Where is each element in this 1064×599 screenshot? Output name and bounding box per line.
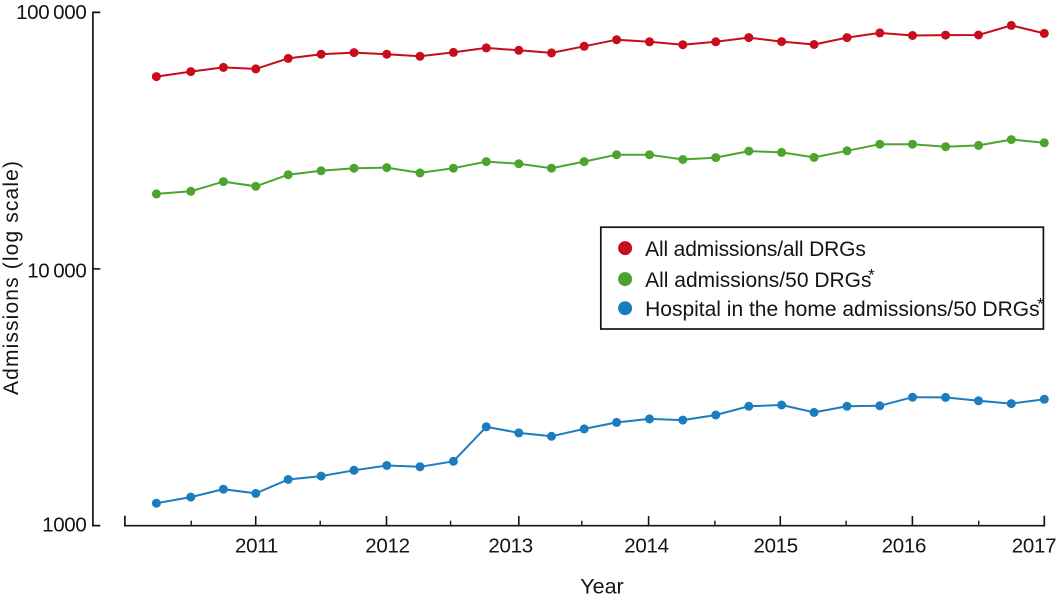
- svg-text:1000: 1000: [42, 514, 86, 537]
- svg-text:All admissions/all DRGs: All admissions/all DRGs: [645, 238, 866, 261]
- svg-text:Admissions (log scale): Admissions (log scale): [0, 161, 23, 395]
- svg-text:*: *: [1037, 295, 1044, 313]
- svg-text:2011: 2011: [235, 534, 278, 557]
- svg-text:100 000: 100 000: [16, 1, 86, 24]
- svg-text:2013: 2013: [488, 534, 532, 557]
- svg-text:2017: 2017: [1012, 534, 1056, 557]
- svg-text:2015: 2015: [753, 534, 797, 557]
- svg-text:2016: 2016: [882, 534, 926, 557]
- svg-text:10 000: 10 000: [27, 259, 86, 282]
- svg-text:Year: Year: [580, 575, 623, 599]
- svg-text:Hospital in the home admission: Hospital in the home admissions/50 DRGs: [645, 298, 1040, 321]
- svg-text:2014: 2014: [624, 534, 668, 557]
- svg-text:All admissions/50 DRGs: All admissions/50 DRGs: [645, 269, 871, 292]
- svg-text:*: *: [868, 266, 875, 284]
- svg-text:2012: 2012: [365, 534, 409, 557]
